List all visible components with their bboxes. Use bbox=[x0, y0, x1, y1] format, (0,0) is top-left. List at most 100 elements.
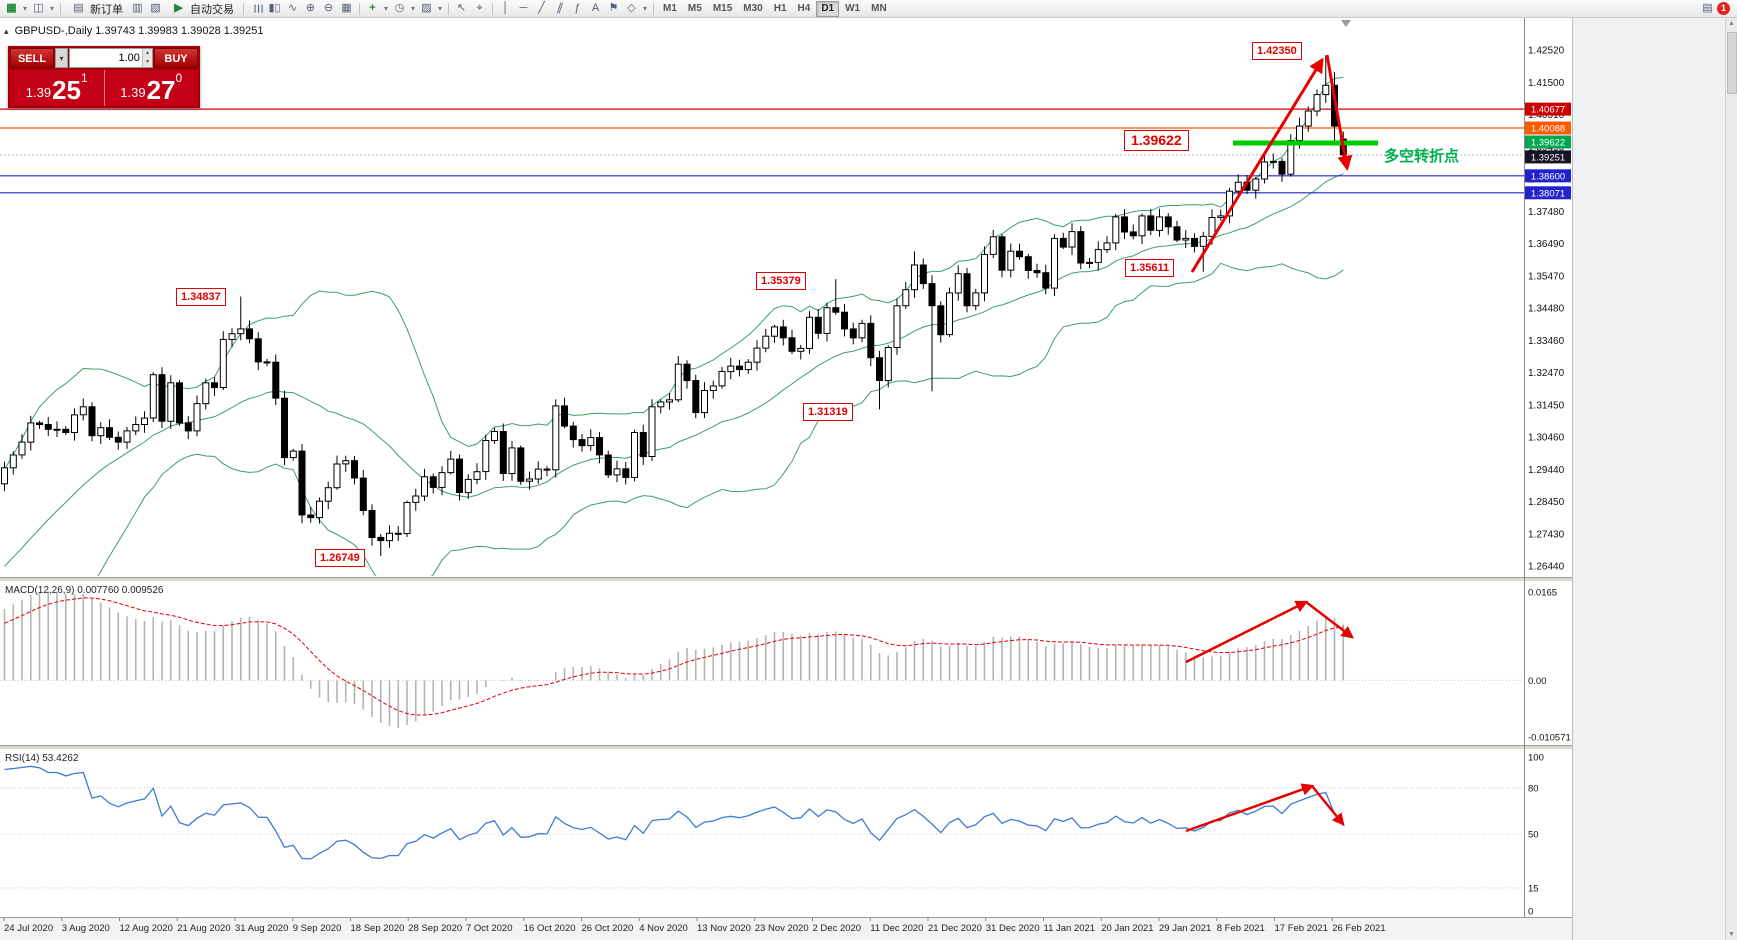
svg-text:1.26440: 1.26440 bbox=[1528, 562, 1565, 573]
price-axis-border bbox=[1524, 18, 1525, 917]
trend-arrows[interactable] bbox=[1185, 54, 1354, 833]
svg-text:1.41500: 1.41500 bbox=[1528, 78, 1565, 89]
one-click-trading-widget: SELL ▾ ▴ ▾ BUY 1.39 25 1 1.39 27 0 bbox=[8, 46, 200, 108]
tf-w1-button[interactable]: W1 bbox=[845, 2, 861, 14]
shapes-icon[interactable]: ◇ bbox=[627, 2, 636, 14]
svg-text:-0.010571: -0.010571 bbox=[1528, 733, 1571, 744]
zoom-out-icon[interactable]: ⊖ bbox=[323, 2, 334, 14]
periods-caret-icon[interactable]: ▾ bbox=[410, 4, 415, 13]
new-order-label: 新订单 bbox=[90, 3, 123, 16]
svg-text:1.40677: 1.40677 bbox=[1531, 105, 1565, 116]
svg-text:20 Jan 2021: 20 Jan 2021 bbox=[1101, 923, 1153, 934]
label-tool-icon[interactable]: ⚑ bbox=[608, 2, 619, 14]
crosshair-icon[interactable]: ⌖ bbox=[476, 2, 483, 14]
scrollbar-up-icon[interactable]: ▲ bbox=[1728, 20, 1735, 27]
autotrading-button[interactable]: ▶ 自动交易 bbox=[165, 1, 239, 17]
buy-price-point: 0 bbox=[175, 71, 183, 85]
bar-chart-glyph: ☰ bbox=[251, 3, 263, 14]
subwindow-toggle-icon[interactable]: ▴ bbox=[4, 26, 9, 36]
svg-text:1.28450: 1.28450 bbox=[1528, 497, 1565, 508]
svg-text:3 Aug 2020: 3 Aug 2020 bbox=[62, 923, 110, 934]
svg-text:80: 80 bbox=[1528, 783, 1539, 794]
volume-input[interactable] bbox=[70, 49, 142, 67]
sell-button[interactable]: SELL bbox=[10, 48, 54, 68]
periods-icon[interactable]: ◷ bbox=[394, 2, 405, 14]
buy-price-panel[interactable]: 1.39 27 0 bbox=[104, 70, 198, 106]
candlestick-series bbox=[1, 55, 1347, 557]
rsi-label: RSI(14) 53.4262 bbox=[5, 753, 78, 764]
turning-point-price-tag: 1.39622 bbox=[1525, 135, 1571, 149]
date-axis[interactable] bbox=[0, 917, 1572, 940]
notification-badge[interactable]: 1 bbox=[1717, 2, 1730, 15]
bollinger-bands bbox=[4, 76, 1344, 576]
bar-chart-icon[interactable]: ☰ bbox=[248, 1, 265, 16]
scrollbar-down-icon[interactable]: ▼ bbox=[1728, 931, 1735, 938]
volume-stepper[interactable]: ▴ ▾ bbox=[141, 49, 152, 67]
profiles-icon[interactable]: ◫ bbox=[33, 2, 44, 14]
tf-h4-button[interactable]: H4 bbox=[797, 2, 811, 14]
new-order-button[interactable]: ▤ 新订单 bbox=[65, 1, 128, 17]
svg-text:1.38071: 1.38071 bbox=[1531, 188, 1565, 199]
horizontal-line-icon[interactable]: ─ bbox=[519, 2, 528, 14]
svg-text:16 Oct 2020: 16 Oct 2020 bbox=[524, 923, 576, 934]
shift-marker[interactable] bbox=[1341, 20, 1351, 27]
tf-mn-button[interactable]: MN bbox=[871, 2, 887, 14]
vertical-line-icon[interactable]: │ bbox=[502, 2, 509, 14]
channel-icon[interactable]: ∥ bbox=[551, 1, 568, 16]
svg-text:2 Dec 2020: 2 Dec 2020 bbox=[813, 923, 862, 934]
toolbar: ▦ ▾ ◫ ▾ ▤ 新订单 ▥ ▧ ▶ 自动交易 ☰ ▮▯ ∿ ⊕ ⊖ ▦ + … bbox=[0, 0, 1737, 18]
sell-price-panel[interactable]: 1.39 25 1 bbox=[10, 70, 105, 106]
vertical-scrollbar[interactable]: ▲ ▼ bbox=[1725, 18, 1737, 940]
current-price-tag: 1.39251 bbox=[1525, 150, 1571, 164]
channel-glyph: ∥ bbox=[554, 2, 565, 14]
new-chart-caret-icon[interactable]: ▾ bbox=[22, 4, 27, 13]
svg-text:1.35470: 1.35470 bbox=[1528, 271, 1565, 282]
horizontal-lines[interactable] bbox=[0, 108, 1524, 194]
macd-name: MACD(12,26,9) bbox=[5, 585, 75, 596]
rsi-panel-resizer[interactable] bbox=[0, 745, 1572, 750]
templates-icon[interactable]: ▨ bbox=[421, 2, 432, 14]
fibonacci-icon[interactable]: ƒ bbox=[574, 2, 581, 14]
layout-icon[interactable]: ▤ bbox=[1702, 2, 1713, 14]
svg-text:1.36490: 1.36490 bbox=[1528, 239, 1565, 250]
shapes-caret-icon[interactable]: ▾ bbox=[642, 4, 647, 13]
new-chart-icon[interactable]: ▦ bbox=[6, 2, 17, 14]
svg-text:1.32470: 1.32470 bbox=[1528, 368, 1565, 379]
tf-d1-button[interactable]: D1 bbox=[816, 0, 840, 17]
market-watch-icon[interactable]: ▥ bbox=[132, 2, 143, 14]
text-tool-icon[interactable]: A bbox=[591, 2, 600, 14]
svg-text:1.40088: 1.40088 bbox=[1531, 124, 1565, 135]
svg-text:9 Sep 2020: 9 Sep 2020 bbox=[293, 923, 342, 934]
profiles-caret-icon[interactable]: ▾ bbox=[49, 4, 54, 13]
macd-panel-resizer[interactable] bbox=[0, 577, 1572, 582]
zoom-in-icon[interactable]: ⊕ bbox=[305, 2, 316, 14]
svg-text:1.33460: 1.33460 bbox=[1528, 336, 1565, 347]
cursor-icon[interactable]: ↖ bbox=[456, 2, 467, 14]
tf-m1-button[interactable]: M1 bbox=[663, 2, 677, 14]
line-chart-icon[interactable]: ∿ bbox=[287, 2, 298, 14]
tf-m30-button[interactable]: M30 bbox=[743, 2, 763, 14]
rsi-line bbox=[4, 765, 1344, 860]
volume-up-icon[interactable]: ▴ bbox=[145, 50, 149, 56]
candlestick-chart-icon[interactable]: ▮▯ bbox=[268, 2, 281, 14]
hline-price-tag: 1.38600 bbox=[1525, 169, 1571, 183]
buy-button[interactable]: BUY bbox=[154, 48, 198, 68]
svg-text:31 Dec 2020: 31 Dec 2020 bbox=[986, 923, 1040, 934]
svg-text:50: 50 bbox=[1528, 830, 1539, 841]
trendline-icon[interactable]: ╱ bbox=[538, 2, 545, 14]
tf-m5-button[interactable]: M5 bbox=[687, 2, 702, 14]
autotrading-play-icon: ▶ bbox=[174, 2, 183, 14]
indicators-caret-icon[interactable]: ▾ bbox=[383, 4, 388, 13]
tf-m15-button[interactable]: M15 bbox=[712, 2, 733, 14]
volume-down-icon[interactable]: ▾ bbox=[145, 59, 149, 65]
order-type-caret-icon[interactable]: ▾ bbox=[55, 48, 68, 68]
svg-text:4 Nov 2020: 4 Nov 2020 bbox=[639, 923, 688, 934]
macd-value-signal: 0.009526 bbox=[121, 585, 164, 596]
navigator-icon[interactable]: ▧ bbox=[150, 2, 161, 14]
tile-windows-icon[interactable]: ▦ bbox=[341, 2, 352, 14]
hline-price-tag: 1.40677 bbox=[1525, 102, 1571, 116]
indicators-icon[interactable]: + bbox=[369, 2, 376, 14]
templates-caret-icon[interactable]: ▾ bbox=[437, 4, 442, 13]
tf-h1-button[interactable]: H1 bbox=[773, 2, 787, 14]
